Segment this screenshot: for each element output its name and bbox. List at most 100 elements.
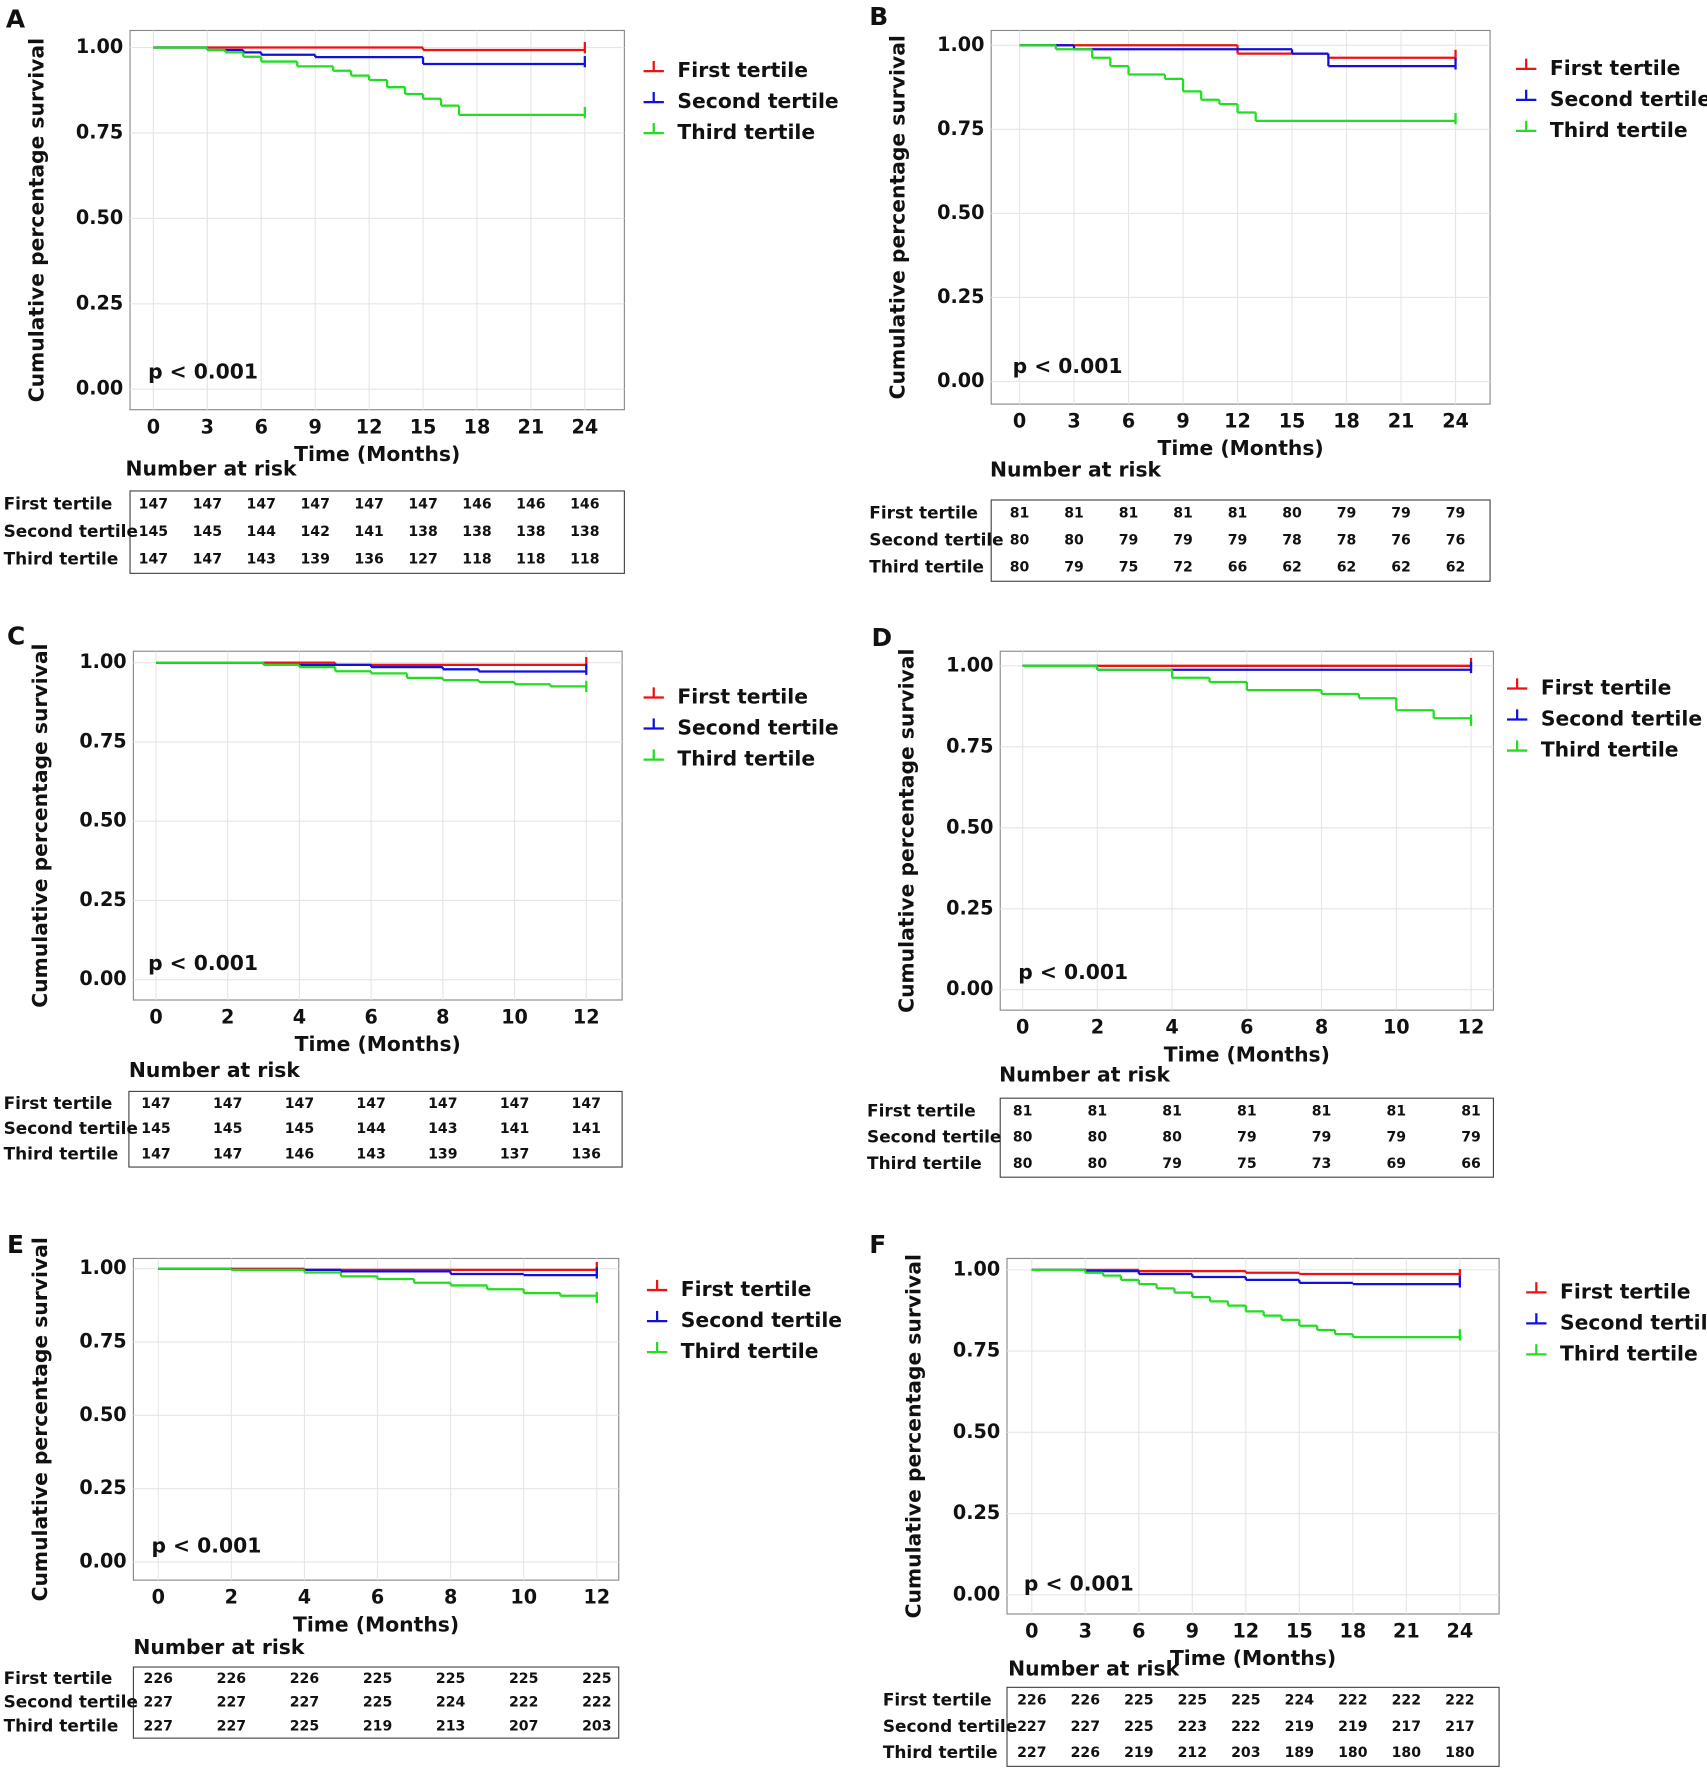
risk-count: 224 [436, 1695, 466, 1711]
x-tick-label: 21 [1393, 1620, 1420, 1643]
risk-count: 76 [1446, 533, 1466, 549]
risk-count: 62 [1391, 560, 1411, 576]
panel-label: C [7, 622, 25, 651]
risk-count: 225 [290, 1718, 319, 1734]
risk-count: 79 [1337, 506, 1357, 522]
x-tick-label: 18 [1333, 410, 1360, 433]
x-tick-label: 12 [356, 415, 383, 438]
x-tick-label: 2 [221, 1006, 234, 1029]
x-tick-label: 0 [149, 1006, 162, 1029]
risk-count: 147 [213, 1146, 242, 1162]
y-tick-label: 0.00 [946, 977, 993, 1000]
annotation: p < 0.001 [1018, 960, 1128, 984]
risk-count: 76 [1391, 533, 1411, 549]
risk-count: 217 [1392, 1719, 1421, 1735]
x-tick-label: 2 [1091, 1016, 1104, 1039]
risk-row-label: First tertile [867, 1100, 976, 1120]
risk-count: 138 [570, 524, 599, 540]
risk-count: 146 [285, 1146, 315, 1162]
risk-count: 145 [285, 1121, 314, 1137]
risk-count: 219 [1285, 1719, 1314, 1735]
risk-count: 143 [356, 1146, 385, 1162]
risk-count: 144 [247, 524, 277, 540]
panel-label: A [6, 4, 26, 33]
x-axis-title: Time (Months) [1158, 436, 1324, 460]
risk-count: 226 [290, 1671, 320, 1687]
risk-count: 79 [1312, 1130, 1332, 1146]
legend-label: First tertile [1560, 1279, 1691, 1303]
risk-count: 81 [1461, 1103, 1481, 1119]
risk-count: 227 [144, 1695, 173, 1711]
risk-row-label: Second tertile [883, 1716, 1017, 1736]
risk-count: 147 [356, 1096, 385, 1112]
x-tick-label: 4 [293, 1006, 306, 1029]
y-tick-label: 0.75 [937, 117, 984, 140]
risk-count: 78 [1282, 533, 1302, 549]
risk-count: 80 [1010, 533, 1030, 549]
x-tick-label: 9 [1186, 1620, 1199, 1643]
risk-count: 225 [582, 1671, 611, 1687]
risk-table-box [990, 499, 1491, 582]
x-axis-title: Time (Months) [295, 1032, 461, 1056]
panel-label: E [7, 1230, 24, 1259]
risk-count: 78 [1337, 533, 1357, 549]
legend-label: Second tertile [1550, 87, 1707, 111]
y-tick-label: 0.50 [937, 201, 984, 224]
legend-label: First tertile [677, 685, 808, 709]
risk-count: 79 [1391, 506, 1411, 522]
risk-row-label: Third tertile [4, 549, 119, 569]
x-tick-label: 0 [1016, 1016, 1029, 1039]
risk-count: 189 [1285, 1745, 1314, 1761]
x-tick-label: 6 [371, 1586, 384, 1609]
y-tick-label: 0.50 [76, 206, 123, 229]
x-tick-label: 6 [1122, 410, 1135, 433]
risk-count: 145 [193, 524, 222, 540]
y-tick-label: 0.25 [79, 888, 126, 911]
x-tick-label: 3 [1079, 1620, 1092, 1643]
annotation: p < 0.001 [1013, 354, 1123, 378]
legend-label: Third tertile [677, 747, 815, 771]
x-tick-label: 10 [1383, 1016, 1410, 1039]
risk-count: 75 [1237, 1156, 1257, 1172]
risk-count: 146 [516, 497, 546, 513]
risk-count: 146 [570, 497, 600, 513]
risk-count: 227 [1017, 1745, 1046, 1761]
risk-count: 227 [290, 1695, 319, 1711]
risk-count: 147 [193, 497, 222, 513]
risk-count: 227 [1017, 1719, 1046, 1735]
risk-count: 73 [1312, 1156, 1332, 1172]
y-tick-label: 0.00 [76, 377, 123, 400]
y-tick-label: 0.75 [953, 1339, 1000, 1362]
risk-count: 80 [1064, 533, 1084, 549]
risk-table-title: Number at risk [133, 1635, 304, 1659]
risk-count: 127 [408, 552, 437, 568]
risk-count: 207 [509, 1718, 538, 1734]
y-tick-label: 0.25 [79, 1476, 126, 1499]
risk-count: 225 [436, 1671, 465, 1687]
risk-count: 142 [300, 524, 329, 540]
x-tick-label: 21 [518, 415, 545, 438]
risk-count: 147 [247, 497, 276, 513]
risk-count: 139 [428, 1146, 457, 1162]
risk-count: 147 [141, 1096, 170, 1112]
risk-count: 227 [144, 1718, 173, 1734]
risk-count: 180 [1445, 1745, 1475, 1761]
risk-count: 80 [1088, 1156, 1108, 1172]
risk-table-box [129, 490, 625, 574]
risk-count: 81 [1173, 506, 1193, 522]
risk-count: 136 [572, 1146, 602, 1162]
y-tick-label: 0.00 [79, 967, 126, 990]
risk-count: 217 [1445, 1719, 1474, 1735]
risk-row-label: Second tertile [4, 521, 138, 541]
risk-row-label: Second tertile [869, 530, 1003, 550]
risk-count: 118 [516, 552, 545, 568]
risk-count: 219 [1124, 1745, 1153, 1761]
y-tick-label: 0.50 [79, 809, 126, 832]
legend-label: Third tertile [1550, 118, 1688, 142]
x-axis-title: Time (Months) [294, 442, 460, 466]
x-tick-label: 15 [1279, 410, 1306, 433]
panel-label: D [872, 623, 893, 652]
risk-row-label: Third tertile [867, 1153, 982, 1173]
legend-label: Second tertile [1541, 707, 1702, 731]
